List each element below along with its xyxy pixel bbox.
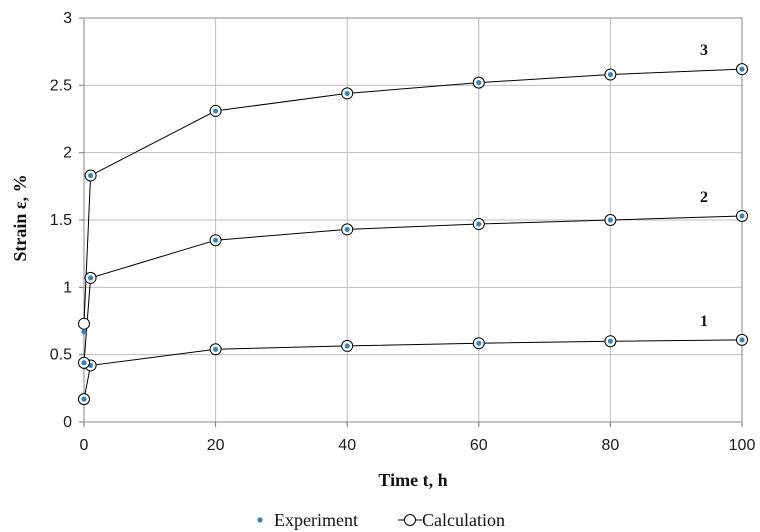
y-tick-label: 2.5 xyxy=(50,77,72,94)
x-tick-label: 40 xyxy=(338,437,356,454)
y-tick-label: 0.5 xyxy=(50,347,72,364)
experiment-point-3 xyxy=(476,80,482,86)
x-tick-label: 80 xyxy=(602,437,620,454)
experiment-point-3 xyxy=(739,66,745,72)
experiment-point-1 xyxy=(81,396,87,402)
legend-experiment-marker xyxy=(257,517,263,523)
experiment-point-2 xyxy=(87,275,94,281)
y-tick-label: 0 xyxy=(63,414,72,431)
experiment-point-1 xyxy=(213,346,219,352)
legend-calculation-label: Calculation xyxy=(422,510,505,530)
experiment-point-3 xyxy=(344,90,350,97)
tick-labels: 0 0.5 1 1.5 2 2.5 3 0 20 40 60 80 100 xyxy=(50,10,756,454)
experiment-point-2 xyxy=(213,237,219,243)
curve-label-2: 2 xyxy=(700,189,708,206)
experiment-point-3 xyxy=(87,172,94,179)
calculation-line-1 xyxy=(83,339,743,400)
experiment-point-1 xyxy=(607,338,614,344)
experiment-point-2 xyxy=(476,221,482,227)
x-tick-label: 60 xyxy=(470,437,488,454)
legend-experiment-label: Experiment xyxy=(274,510,358,530)
x-tick-label: 0 xyxy=(80,437,89,454)
legend: Experiment Calculation xyxy=(257,510,505,530)
experiment-point-3 xyxy=(607,71,614,78)
experiment-point-3 xyxy=(81,329,87,335)
experiment-point-3 xyxy=(213,108,219,114)
axes xyxy=(79,17,743,427)
x-tick-label: 100 xyxy=(729,437,756,454)
calculation-line-3 xyxy=(83,68,743,324)
y-tick-label: 1 xyxy=(63,279,72,296)
x-axis-title: Time t, h xyxy=(378,470,447,490)
experiment-point-1 xyxy=(476,340,482,346)
calculation-point-3 xyxy=(78,317,90,330)
curve-labels: 1 2 3 xyxy=(700,42,708,330)
experiment-point-2 xyxy=(607,217,614,223)
y-tick-label: 3 xyxy=(63,10,72,27)
legend-calculation-marker xyxy=(404,514,416,526)
x-tick-label: 20 xyxy=(207,437,225,454)
y-tick-label: 2 xyxy=(63,145,72,162)
curve-label-1: 1 xyxy=(700,313,708,330)
grid xyxy=(83,17,743,423)
experiment-point-2 xyxy=(344,226,350,233)
experiment-point-1 xyxy=(739,337,745,343)
curve-label-3: 3 xyxy=(700,42,708,59)
y-axis-title: Strain ε, % xyxy=(10,174,30,261)
y-tick-label: 1.5 xyxy=(50,212,72,229)
data-markers xyxy=(78,63,748,406)
experiment-point-1 xyxy=(344,343,350,349)
experiment-point-2 xyxy=(81,360,87,366)
experiment-point-2 xyxy=(739,213,745,219)
series-lines xyxy=(83,68,743,400)
